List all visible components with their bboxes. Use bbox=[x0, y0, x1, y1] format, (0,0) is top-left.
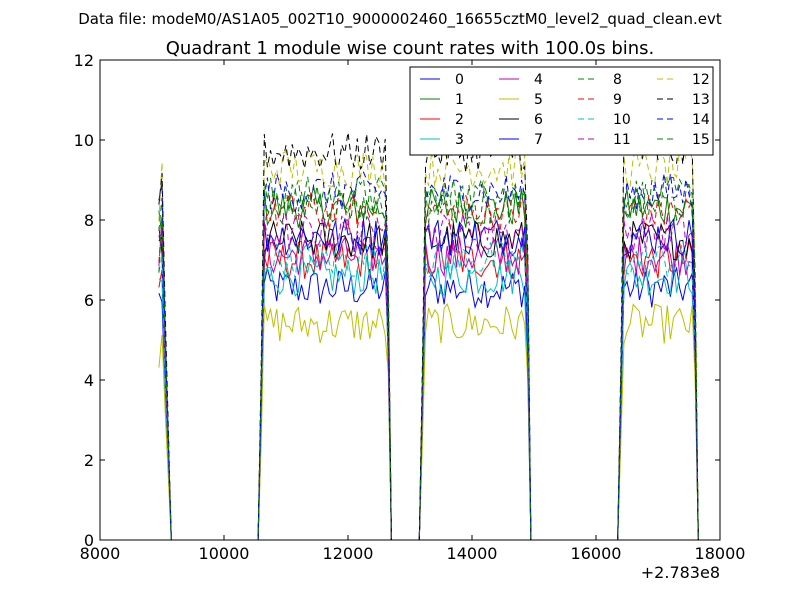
legend-label-2: 2 bbox=[455, 112, 464, 128]
series-line-14 bbox=[158, 171, 699, 540]
legend-label-12: 12 bbox=[692, 72, 710, 88]
y-tick-label: 0 bbox=[84, 531, 94, 550]
chart-title: Quadrant 1 module wise count rates with … bbox=[166, 38, 655, 59]
legend-label-3: 3 bbox=[455, 132, 464, 148]
series-line-4 bbox=[158, 235, 699, 540]
y-tick-label: 12 bbox=[74, 51, 94, 70]
x-tick-label: 12000 bbox=[323, 544, 374, 563]
legend-label-15: 15 bbox=[692, 132, 710, 148]
legend-label-5: 5 bbox=[534, 92, 543, 108]
x-tick-label: 16000 bbox=[571, 544, 622, 563]
legend-label-8: 8 bbox=[613, 72, 622, 88]
series-lines bbox=[158, 131, 699, 540]
legend-label-11: 11 bbox=[613, 132, 631, 148]
x-axis: 8000 10000 12000 14000 16000 18000 bbox=[80, 60, 746, 563]
series-line-10 bbox=[158, 239, 699, 540]
series-line-13 bbox=[158, 131, 699, 540]
y-tick-label: 4 bbox=[84, 371, 94, 390]
series-line-15 bbox=[158, 182, 699, 540]
legend-label-4: 4 bbox=[534, 72, 543, 88]
series-line-7 bbox=[158, 217, 699, 540]
x-tick-label: 14000 bbox=[447, 544, 498, 563]
series-line-12 bbox=[158, 147, 699, 540]
y-tick-label: 8 bbox=[84, 211, 94, 230]
legend-label-7: 7 bbox=[534, 132, 543, 148]
x-offset-label: +2.783e8 bbox=[641, 563, 720, 582]
y-tick-label: 2 bbox=[84, 451, 94, 470]
x-tick-label: 18000 bbox=[695, 544, 746, 563]
series-line-1 bbox=[158, 186, 699, 540]
legend-label-10: 10 bbox=[613, 112, 631, 128]
legend-label-1: 1 bbox=[455, 92, 464, 108]
legend-label-13: 13 bbox=[692, 92, 710, 108]
series-line-3 bbox=[158, 255, 699, 540]
legend-label-9: 9 bbox=[613, 92, 622, 108]
x-tick-label: 10000 bbox=[199, 544, 250, 563]
suptitle: Data file: modeM0/AS1A05_002T10_90000024… bbox=[78, 10, 722, 29]
legend-box bbox=[409, 66, 714, 156]
series-line-0 bbox=[158, 266, 699, 540]
legend-label-0: 0 bbox=[455, 72, 464, 88]
y-tick-label: 6 bbox=[84, 291, 94, 310]
y-tick-label: 10 bbox=[74, 131, 94, 150]
legend-label-14: 14 bbox=[692, 112, 710, 128]
x-tick-label: 8000 bbox=[80, 544, 121, 563]
series-line-5 bbox=[158, 303, 699, 540]
series-line-9 bbox=[158, 191, 699, 540]
legend-label-6: 6 bbox=[534, 112, 543, 128]
